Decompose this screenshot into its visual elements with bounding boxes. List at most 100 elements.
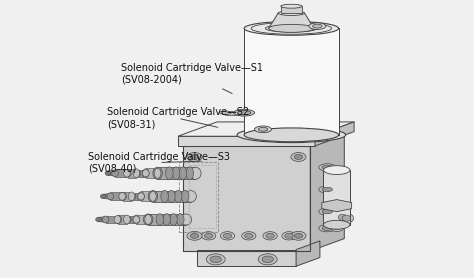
Ellipse shape (242, 232, 256, 240)
Ellipse shape (262, 256, 273, 263)
Ellipse shape (244, 128, 338, 142)
Ellipse shape (322, 187, 332, 192)
Polygon shape (281, 6, 302, 13)
Ellipse shape (258, 127, 268, 131)
Ellipse shape (219, 111, 231, 115)
Ellipse shape (323, 166, 350, 175)
Ellipse shape (206, 254, 225, 265)
Ellipse shape (133, 216, 140, 223)
Ellipse shape (186, 167, 193, 180)
Polygon shape (322, 200, 352, 212)
Ellipse shape (119, 192, 126, 200)
Ellipse shape (263, 232, 277, 240)
Ellipse shape (322, 226, 332, 230)
Ellipse shape (180, 214, 191, 225)
Ellipse shape (322, 165, 332, 170)
Ellipse shape (138, 193, 145, 200)
Polygon shape (178, 136, 315, 146)
Polygon shape (323, 170, 350, 225)
Polygon shape (315, 122, 354, 146)
Ellipse shape (163, 214, 171, 225)
Ellipse shape (234, 109, 255, 116)
Ellipse shape (333, 224, 341, 230)
Ellipse shape (185, 190, 196, 202)
Polygon shape (123, 192, 132, 201)
Ellipse shape (165, 167, 173, 180)
Ellipse shape (269, 24, 314, 32)
Ellipse shape (330, 222, 344, 232)
Ellipse shape (105, 171, 111, 175)
Ellipse shape (143, 169, 149, 178)
Ellipse shape (150, 191, 156, 201)
Polygon shape (141, 191, 153, 201)
Ellipse shape (319, 208, 336, 215)
Ellipse shape (204, 233, 213, 238)
Ellipse shape (145, 215, 152, 224)
Ellipse shape (125, 169, 131, 177)
Ellipse shape (294, 233, 303, 238)
Ellipse shape (168, 190, 175, 202)
Ellipse shape (125, 216, 131, 223)
Polygon shape (133, 193, 141, 200)
Polygon shape (153, 190, 191, 202)
Text: Solenoid Cartridge Valve—S2
(SV08-31): Solenoid Cartridge Valve—S2 (SV08-31) (107, 108, 249, 129)
Ellipse shape (120, 192, 127, 200)
Ellipse shape (338, 214, 347, 220)
Ellipse shape (237, 111, 251, 115)
Ellipse shape (223, 233, 232, 238)
Ellipse shape (138, 192, 145, 201)
Ellipse shape (255, 126, 272, 133)
Ellipse shape (322, 209, 332, 214)
Ellipse shape (134, 170, 141, 177)
Ellipse shape (170, 214, 177, 225)
Ellipse shape (266, 233, 274, 238)
Ellipse shape (173, 167, 180, 180)
Ellipse shape (181, 190, 189, 202)
Ellipse shape (244, 21, 338, 35)
Ellipse shape (156, 214, 164, 225)
Ellipse shape (294, 155, 303, 160)
Ellipse shape (190, 155, 199, 160)
Ellipse shape (319, 164, 336, 171)
Ellipse shape (124, 215, 130, 224)
Ellipse shape (281, 4, 302, 8)
Ellipse shape (187, 153, 202, 162)
Ellipse shape (323, 220, 350, 229)
Ellipse shape (102, 216, 109, 223)
Ellipse shape (190, 233, 199, 238)
Polygon shape (148, 214, 186, 225)
Ellipse shape (291, 153, 306, 162)
Ellipse shape (319, 225, 336, 232)
Polygon shape (178, 122, 354, 136)
Ellipse shape (148, 190, 157, 202)
Polygon shape (137, 170, 146, 177)
Polygon shape (157, 167, 195, 179)
Polygon shape (103, 193, 110, 199)
Polygon shape (244, 28, 338, 135)
Polygon shape (296, 241, 320, 266)
Ellipse shape (179, 167, 187, 180)
Ellipse shape (245, 233, 253, 238)
Polygon shape (225, 111, 244, 115)
Ellipse shape (278, 11, 305, 16)
Polygon shape (269, 13, 314, 28)
Ellipse shape (96, 217, 101, 222)
Ellipse shape (153, 167, 162, 179)
Polygon shape (108, 170, 115, 176)
Ellipse shape (187, 231, 202, 240)
Ellipse shape (115, 215, 122, 224)
Polygon shape (182, 146, 310, 251)
Ellipse shape (174, 190, 182, 202)
Polygon shape (128, 216, 137, 223)
Polygon shape (146, 168, 157, 178)
Ellipse shape (129, 193, 136, 200)
Ellipse shape (124, 169, 130, 177)
Ellipse shape (342, 215, 351, 221)
Ellipse shape (210, 256, 221, 263)
Ellipse shape (112, 170, 118, 177)
Ellipse shape (285, 233, 293, 238)
Ellipse shape (155, 168, 161, 178)
Ellipse shape (319, 186, 336, 193)
Ellipse shape (220, 232, 235, 240)
Polygon shape (110, 192, 122, 200)
